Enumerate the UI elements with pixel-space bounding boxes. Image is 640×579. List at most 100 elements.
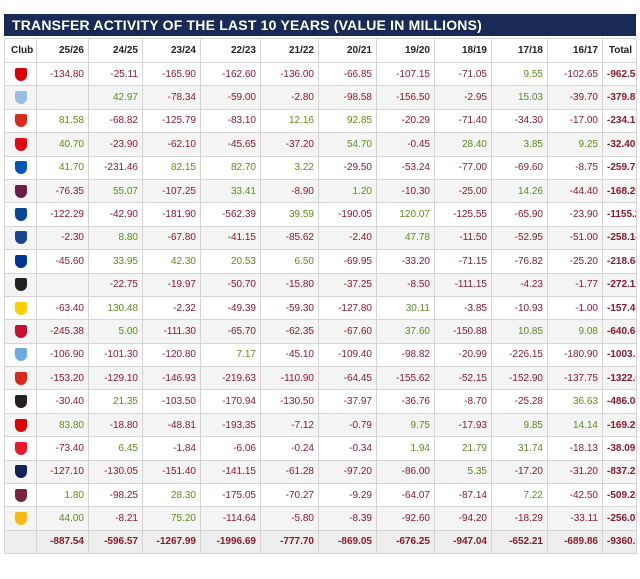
season-value-cell: -25.00: [434, 178, 492, 204]
table-row: -2.30 8.80 -67.80 -41.15 -85.62 -2.40 47.78 -11…: [4, 225, 637, 251]
season-value-cell: -181.90: [142, 202, 201, 227]
season-value-cell: 36.63: [547, 389, 603, 414]
season-value-cell: -3.85: [434, 295, 492, 321]
season-value-cell: -245.38: [36, 319, 89, 344]
season-value-cell: -125.79: [142, 108, 201, 134]
season-value-cell: -127.80: [318, 295, 377, 321]
table-row: -30.40 21.35 -103.50 -170.94 -130.50 -37.97 -3…: [4, 389, 637, 414]
club-cell: [4, 61, 37, 87]
season-value-cell: 10.85: [491, 319, 548, 344]
season-value-cell: -45.10: [260, 342, 319, 368]
fulham-crest: [14, 278, 27, 292]
table-row: -45.60 33.95 42.30 20.53 6.50 -69.95 -33.20 -71…: [4, 249, 637, 274]
club-total-cell: -379.87: [602, 85, 637, 110]
season-value-cell: -156.50: [376, 85, 435, 110]
season-value-cell: -33.20: [376, 249, 435, 274]
season-value-cell: -25.11: [88, 61, 143, 87]
season-value-cell: [36, 85, 89, 110]
season-value-cell: 3.22: [260, 155, 319, 180]
season-value-cell: -150.88: [434, 319, 492, 344]
club-total-cell: -1155.23: [602, 202, 637, 227]
season-value-cell: -109.40: [318, 342, 377, 368]
season-value-cell: 15.03: [491, 85, 548, 110]
bournemouth-crest: [14, 114, 27, 128]
club-total-cell: -234.10: [602, 108, 637, 134]
season-total-cell: -652.21: [491, 529, 548, 554]
season-value-cell: -5.80: [260, 506, 319, 531]
season-value-cell: 55.07: [88, 178, 143, 204]
club-total-cell: -509.24: [602, 483, 637, 508]
season-value-cell: -44.40: [547, 178, 603, 204]
season-value-cell: -193.35: [200, 412, 261, 438]
season-value-cell: -18.13: [547, 436, 603, 461]
nottingham-forest-crest: [14, 418, 27, 432]
table-row: -76.35 55.07 -107.25 33.41 -8.90 1.20 -10.30 -2…: [4, 178, 637, 204]
season-value-cell: -107.15: [376, 61, 435, 87]
season-value-cell: -67.80: [142, 225, 201, 251]
season-value-cell: -41.15: [200, 225, 261, 251]
season-value-cell: -0.45: [376, 132, 435, 157]
season-value-cell: -65.90: [491, 202, 548, 227]
season-value-cell: -130.50: [260, 389, 319, 414]
club-total-cell: -256.03: [602, 506, 637, 531]
season-value-cell: 9.08: [547, 319, 603, 344]
season-value-cell: -59.30: [260, 295, 319, 321]
season-value-cell: -0.34: [318, 436, 377, 461]
transfer-table: Club 25/26 24/25 23/24 22/23 21/22 20/21 19/20 1…: [4, 38, 637, 554]
season-value-cell: -180.90: [547, 342, 603, 368]
season-value-cell: -8.70: [434, 389, 492, 414]
season-value-cell: -20.29: [376, 108, 435, 134]
season-value-cell: -52.95: [491, 225, 548, 251]
season-value-cell: 9.25: [547, 132, 603, 157]
club-total-cell: -486.08: [602, 389, 637, 414]
season-value-cell: -120.80: [142, 342, 201, 368]
season-value-cell: -127.10: [36, 459, 89, 485]
tottenham-crest: [14, 465, 27, 479]
season-value-cell: -10.30: [376, 178, 435, 204]
season-value-cell: -1.00: [547, 295, 603, 321]
season-value-cell: 130.48: [88, 295, 143, 321]
table-row: -63.40 130.48 -2.32 -49.39 -59.30 -127.80 30.1…: [4, 295, 637, 321]
grand-total-cell: -9360.90: [602, 529, 637, 554]
club-total-cell: -157.40: [602, 295, 637, 321]
season-value-cell: -153.20: [36, 366, 89, 391]
season-value-cell: -175.05: [200, 483, 261, 508]
season-value-cell: -0.79: [318, 412, 377, 438]
season-value-cell: -1.77: [547, 272, 603, 297]
season-value-cell: 8.80: [88, 225, 143, 251]
season-value-cell: -190.05: [318, 202, 377, 227]
season-value-cell: 6.45: [88, 436, 143, 461]
season-value-cell: -562.39: [200, 202, 261, 227]
season-value-cell: -101.30: [88, 342, 143, 368]
season-value-cell: -2.32: [142, 295, 201, 321]
season-value-cell: -73.40: [36, 436, 89, 461]
season-value-cell: -64.07: [376, 483, 435, 508]
season-value-cell: 40.70: [36, 132, 89, 157]
season-value-cell: 81.58: [36, 108, 89, 134]
season-value-cell: -141.15: [200, 459, 261, 485]
season-value-cell: -45.60: [36, 249, 89, 274]
season-value-cell: 31.74: [491, 436, 548, 461]
season-value-cell: -162.60: [200, 61, 261, 87]
season-value-cell: 33.41: [200, 178, 261, 204]
club-cell: [4, 85, 37, 110]
table-row: 40.70 -23.90 -62.10 -45.65 -37.20 54.70 -0.45 2…: [4, 132, 637, 157]
table-row: -134.80 -25.11 -165.90 -162.60 -136.00 -66.85…: [4, 61, 637, 87]
season-value-cell: -2.40: [318, 225, 377, 251]
column-header-season: 23/24: [142, 38, 201, 63]
season-value-cell: -155.62: [376, 366, 435, 391]
table-row: -127.10 -130.05 -151.40 -141.15 -61.28 -97.20…: [4, 459, 637, 485]
season-value-cell: 12.16: [260, 108, 319, 134]
season-value-cell: 92.85: [318, 108, 377, 134]
column-header-season: 20/21: [318, 38, 377, 63]
season-value-cell: -63.40: [36, 295, 89, 321]
column-header-club: Club: [4, 38, 37, 63]
season-value-cell: -71.40: [434, 108, 492, 134]
season-value-cell: 37.60: [376, 319, 435, 344]
table-row: 41.70 -231.46 82.15 82.70 3.22 -29.50 -53.24 -7…: [4, 155, 637, 180]
season-value-cell: -48.81: [142, 412, 201, 438]
season-value-cell: -8.90: [260, 178, 319, 204]
column-header-season: 25/26: [36, 38, 89, 63]
season-value-cell: -11.50: [434, 225, 492, 251]
season-value-cell: -134.80: [36, 61, 89, 87]
